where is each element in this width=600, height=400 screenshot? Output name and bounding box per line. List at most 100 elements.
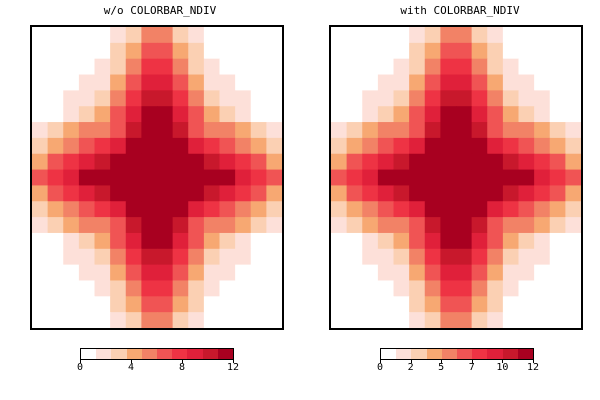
left-heatmap-cell: [188, 106, 205, 123]
right-heatmap-cell: [362, 264, 379, 281]
right-heatmap-cell: [393, 27, 410, 44]
right-heatmap-cell: [456, 74, 473, 91]
left-heatmap-cell: [219, 232, 236, 250]
right-heatmap-cell: [518, 122, 535, 139]
left-heatmap-cell: [110, 296, 127, 313]
right-heatmap-cell: [456, 137, 473, 155]
left-heatmap-cell: [235, 58, 252, 76]
right-heatmap-cell: [487, 90, 504, 107]
left-heatmap-cell: [110, 58, 127, 76]
left-heatmap-cell: [141, 90, 158, 107]
left-heatmap-cell: [219, 248, 236, 266]
right-heatmap-cell: [471, 280, 488, 297]
right-heatmap-cell: [440, 232, 457, 250]
left-heatmap-cell: [157, 232, 174, 250]
left-heatmap-cell: [157, 217, 174, 234]
left-heatmap-cell: [125, 217, 142, 234]
left-heatmap-cell: [110, 312, 127, 328]
right-heatmap-cell: [393, 201, 410, 218]
left-heatmap-cell: [94, 232, 111, 250]
left-heatmap-cell: [203, 122, 221, 139]
left-heatmap-cell: [219, 42, 236, 60]
left-heatmap-cell: [125, 185, 142, 202]
right-heatmap-cell: [346, 106, 363, 123]
left-heatmap-cell: [172, 58, 189, 76]
right-heatmap-cell: [440, 58, 457, 76]
right-heatmap-cell: [518, 232, 535, 250]
left-heatmap-cell: [266, 232, 282, 250]
left-heatmap-cell: [219, 27, 236, 44]
right-heatmap-cell: [565, 312, 581, 328]
left-heatmap-cell: [63, 153, 80, 171]
left-heatmap-cell: [32, 137, 49, 155]
left-heatmap-cell: [110, 248, 127, 266]
left-heatmap-cell: [141, 122, 158, 139]
left-heatmap-cell: [47, 122, 64, 139]
right-heatmap-cell: [409, 312, 426, 328]
left-heatmap-cell: [125, 90, 142, 107]
left-heatmap-cell: [47, 153, 64, 171]
right-colorbar-tick-label: 10: [496, 362, 509, 373]
left-heatmap-cell: [203, 296, 221, 313]
left-heatmap-cell: [125, 296, 142, 313]
left-heatmap-cell: [78, 280, 96, 297]
left-heatmap-cell: [110, 280, 127, 297]
left-heatmap-cell: [157, 106, 174, 123]
right-heatmap-cell: [362, 42, 379, 60]
left-heatmap-cell: [188, 42, 205, 60]
right-heatmap-cell: [487, 296, 504, 313]
left-heatmap-cell: [250, 248, 267, 266]
left-heatmap-cell: [78, 248, 96, 266]
right-heatmap-cell: [377, 312, 395, 328]
right-heatmap-cell: [440, 42, 457, 60]
right-heatmap-cell: [424, 90, 441, 107]
right-heatmap-cell: [487, 217, 504, 234]
left-heatmap-cell: [266, 201, 282, 218]
left-colorbar-swatch: [187, 349, 203, 359]
right-heatmap-cell: [346, 90, 363, 107]
left-heatmap-cell: [172, 169, 189, 186]
right-heatmap-cell: [471, 232, 488, 250]
left-heatmap-cell: [172, 312, 189, 328]
right-heatmap-cell: [377, 90, 395, 107]
left-heatmap-cell: [47, 169, 64, 186]
right-heatmap-cell: [424, 248, 441, 266]
right-heatmap-cell: [362, 248, 379, 266]
right-heatmap-cell: [471, 312, 488, 328]
right-heatmap-cell: [377, 296, 395, 313]
right-heatmap-cell: [487, 248, 504, 266]
right-heatmap-cell: [331, 122, 348, 139]
left-colorbar-swatch: [141, 349, 158, 359]
left-heatmap-cell: [188, 201, 205, 218]
right-heatmap-cell: [377, 74, 395, 91]
right-heatmap-cell: [471, 169, 488, 186]
left-heatmap-cell: [157, 280, 174, 297]
right-colorbar-tick-label: 2: [407, 362, 414, 373]
right-heatmap-cell: [456, 106, 473, 123]
left-heatmap-cell: [157, 264, 174, 281]
right-heatmap-cell: [502, 153, 520, 171]
right-heatmap-cell: [440, 280, 457, 297]
right-heatmap-cell: [440, 74, 457, 91]
right-heatmap-cell: [565, 185, 581, 202]
right-heatmap-cell: [456, 27, 473, 44]
left-heatmap-cell: [125, 153, 142, 171]
right-colorbar-swatch: [517, 349, 534, 359]
right-heatmap-cell: [393, 42, 410, 60]
right-heatmap-cell: [487, 232, 504, 250]
left-heatmap-cell: [78, 312, 96, 328]
left-heatmap-cell: [78, 42, 96, 60]
right-heatmap-cell: [409, 232, 426, 250]
right-heatmap-cell: [346, 137, 363, 155]
left-colorbar-swatch: [172, 349, 188, 359]
right-heatmap-cell: [502, 27, 520, 44]
left-heatmap-cell: [266, 27, 282, 44]
left-heatmap-cell: [47, 90, 64, 107]
right-heatmap-cell: [549, 248, 566, 266]
left-heatmap-cell: [47, 232, 64, 250]
left-heatmap-cell: [78, 27, 96, 44]
right-heatmap-cell: [471, 264, 488, 281]
right-heatmap-cell: [565, 90, 581, 107]
left-heatmap-cell: [63, 201, 80, 218]
left-heatmap-cell: [188, 217, 205, 234]
